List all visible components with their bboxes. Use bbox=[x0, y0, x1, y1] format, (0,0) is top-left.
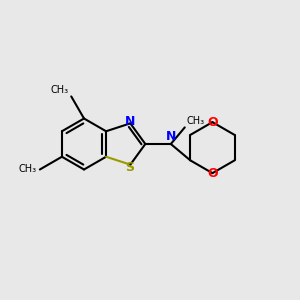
Text: CH₃: CH₃ bbox=[50, 85, 68, 95]
Text: N: N bbox=[166, 130, 176, 142]
Text: N: N bbox=[125, 116, 136, 128]
Text: O: O bbox=[208, 167, 218, 180]
Text: CH₃: CH₃ bbox=[19, 164, 37, 175]
Text: S: S bbox=[125, 160, 134, 173]
Text: O: O bbox=[208, 116, 218, 129]
Text: CH₃: CH₃ bbox=[186, 116, 204, 126]
